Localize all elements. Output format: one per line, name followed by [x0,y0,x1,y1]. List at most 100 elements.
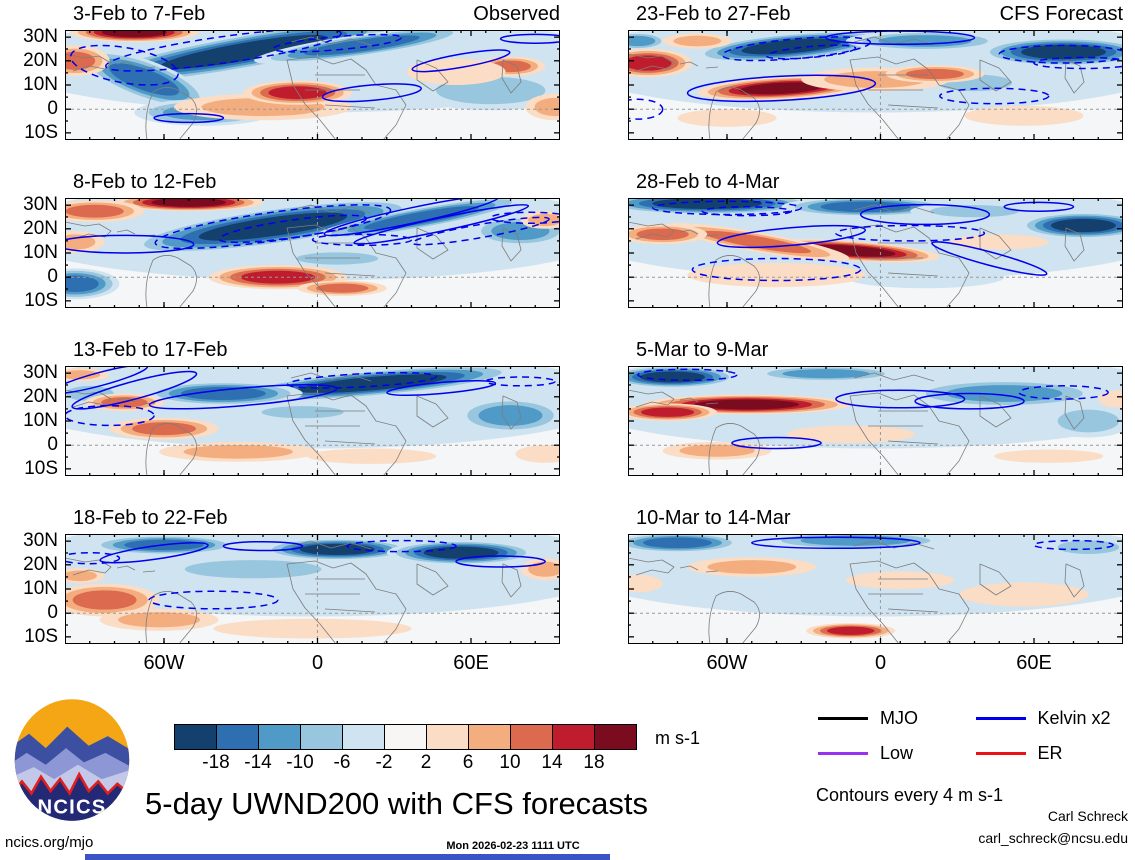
ncics-logo: NCICS [14,699,130,821]
y-axis-label: 30N [23,26,58,48]
map-panel-1: 3-Feb to 7-Feb Observed [65,3,560,140]
y-axis-label: 0 [47,98,58,120]
map-panel-2: 8-Feb to 12-Feb [65,171,560,308]
low-line-swatch [818,752,868,755]
map-plot [628,30,1123,140]
panel-title: 3-Feb to 7-Feb [73,3,206,25]
y-axis-label: 20N [23,385,58,407]
figure-title: 5-day UWND200 with CFS forecasts [145,786,649,821]
legend-label: MJO [880,708,918,728]
x-axis-label: 0 [874,652,887,674]
x-axis-label: 60E [1016,652,1052,674]
colorbar-tick-label: -14 [244,752,272,773]
x-axis-label: 60E [453,652,489,674]
timestamp: Mon 2026-02-23 1111 UTC [446,840,580,852]
er-line-swatch [975,752,1026,755]
y-axis-label: 10N [23,74,58,95]
panel-title: 23-Feb to 27-Feb [636,3,791,25]
logo-ridge-line [14,771,130,821]
colorbar-segment [217,725,259,749]
y-axis-label: 10S [24,121,58,143]
colorbar-units-label: m s-1 [655,728,700,748]
colorbar-segment [301,725,343,749]
colorbar-segment [553,725,595,749]
map-panel-5: 23-Feb to 27-Feb CFS Forecast [628,3,1123,140]
colorbar-tick-label: 2 [420,752,432,773]
mjo-line-swatch [818,717,868,720]
colorbar-tick-label: 14 [541,752,563,773]
legend-item: MJO [818,708,976,729]
panel-title: 10-Mar to 14-Mar [636,507,791,529]
map-plot [65,366,560,476]
panel-title: 18-Feb to 22-Feb [73,507,228,529]
author-email: carl_schreck@ncsu.edu [978,830,1128,846]
colorbar-segment [511,725,553,749]
colorbar-tick-label: 10 [499,752,521,773]
x-axis-label: 60W [143,652,185,674]
panel-title: 13-Feb to 17-Feb [73,339,228,361]
bottom-blue-bar [85,854,610,860]
map-panel-6: 28-Feb to 4-Mar [628,171,1123,308]
y-axis-label: 10S [24,289,58,311]
y-axis-label: 10S [24,625,58,647]
legend-label: Kelvin x2 [1037,708,1111,728]
contour-interval-note: Contours every 4 m s-1 [816,785,1004,805]
map-plot [65,198,560,308]
map-panel-4: 18-Feb to 22-Feb [65,507,560,644]
y-axis-label: 0 [47,434,58,456]
map-plot [628,534,1123,644]
author-name: Carl Schreck [1047,808,1128,824]
map-plot [65,534,560,644]
panel-title: 28-Feb to 4-Mar [636,171,780,193]
y-axis-label: 30N [23,362,58,384]
panel-corner-label: Observed [473,3,560,25]
colorbar-tick-label: -6 [333,752,351,773]
map-plot [628,198,1123,308]
colorbar-tick-label: 18 [583,752,605,773]
site-url: ncics.org/mjo [5,834,94,851]
colorbar-tick-label: -10 [286,752,314,773]
y-axis-label: 10S [24,457,58,479]
colorbar-tick-label: -2 [375,752,393,773]
y-axis-label: 0 [47,602,58,624]
y-axis-label: 0 [47,266,58,288]
y-axis-label: 30N [23,530,58,552]
y-axis-label: 10N [23,410,58,431]
colorbar-segment [343,725,385,749]
map-plot [628,366,1123,476]
colorbar-segment [175,725,217,749]
panel-title: 8-Feb to 12-Feb [73,171,217,193]
colorbar-segment [469,725,511,749]
map-plot [65,30,560,140]
legend-label: ER [1037,743,1063,763]
colorbar-tick-label: 6 [462,752,474,773]
legend-item: ER [975,743,1134,764]
logo-text: NCICS [38,797,107,819]
colorbar-tick-label: -18 [202,752,230,773]
colorbar-segment [259,725,301,749]
y-axis-label: 20N [23,49,58,71]
legend-item: Kelvin x2 [975,708,1134,729]
map-panel-7: 5-Mar to 9-Mar [628,339,1123,476]
panel-corner-label: CFS Forecast [999,3,1123,25]
colorbar-segment [427,725,469,749]
colorbar-segment [595,725,636,749]
legend-row: Low ER [818,743,1133,764]
map-panel-8: 10-Mar to 14-Mar [628,507,1123,644]
legend-item: Low [818,743,976,764]
x-axis-label: 0 [311,652,324,674]
y-axis-label: 20N [23,217,58,239]
colorbar-segment [385,725,427,749]
y-axis-label: 30N [23,194,58,216]
kelvin-x2-line-swatch [975,717,1026,720]
y-axis-label: 10N [23,578,58,599]
panel-title: 5-Mar to 9-Mar [636,339,769,361]
figure-footer: NCICS -18 -14 -10 -6 -2 2 6 10 14 18 m s-1 5-day … [0,690,1135,860]
legend-label: Low [880,743,914,763]
colorbar [174,724,637,750]
map-panel-3: 13-Feb to 17-Feb [65,339,560,476]
y-axis-label: 10N [23,242,58,263]
x-axis-label: 60W [706,652,748,674]
wave-legend: MJO Kelvin x2 Low ER [818,708,1133,778]
